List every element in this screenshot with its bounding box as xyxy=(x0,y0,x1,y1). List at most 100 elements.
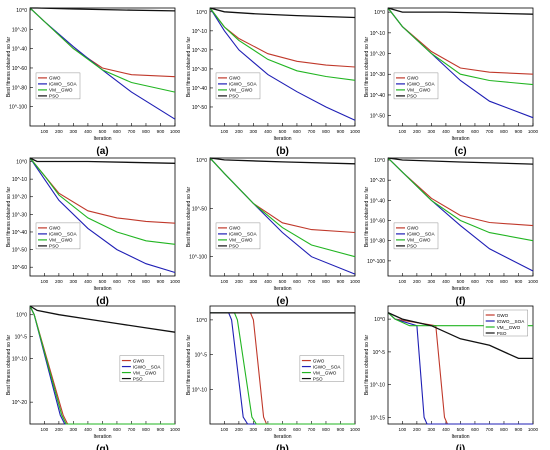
x-tick-label: 500 xyxy=(279,279,287,284)
legend-box xyxy=(299,355,345,382)
legend-entry: IGWO__SOA xyxy=(229,82,258,87)
legend-entry: IGWO__SOA xyxy=(229,232,258,237)
panel-label: (d) xyxy=(96,296,109,307)
x-tick-label: 500 xyxy=(279,129,287,134)
panel-label: (h) xyxy=(276,444,289,450)
x-tick-label: 1000 xyxy=(350,129,361,134)
x-tick-label: 100 xyxy=(41,279,49,284)
chart-panel: 10^0 10^-5 10^-10 10^-15 100 200 300 400 500 600 7… xyxy=(364,305,539,450)
series-line-pso xyxy=(387,7,534,15)
series-line-vm-gwo xyxy=(387,312,533,327)
x-tick-label: 900 xyxy=(337,129,345,134)
series-line-pso xyxy=(29,305,176,333)
x-tick-label: 700 xyxy=(308,279,316,284)
x-tick-label: 900 xyxy=(157,129,165,134)
x-tick-label: 900 xyxy=(157,279,165,284)
legend-entry: PSO xyxy=(49,94,59,99)
y-axis-label: Best fitness obtained so far xyxy=(6,37,12,98)
y-tick-label: 10^-40 xyxy=(370,198,385,204)
y-tick-label: 10^-20 xyxy=(192,48,207,54)
y-tick-label: 10^-60 xyxy=(12,265,27,271)
legend-entry: GWO xyxy=(133,358,145,363)
y-tick-label: 10^-80 xyxy=(370,239,385,245)
legend-entry: GWO xyxy=(229,76,241,81)
x-tick-label: 300 xyxy=(250,129,258,134)
x-tick-label: 800 xyxy=(142,129,150,134)
legend-entry: PSO xyxy=(133,376,143,381)
legend-box xyxy=(35,72,81,100)
x-tick-label: 200 xyxy=(235,427,243,432)
y-axis-label: Best fitness obtained so far xyxy=(6,187,12,248)
panel-label: (g) xyxy=(96,444,109,450)
x-tick-label: 100 xyxy=(221,129,229,134)
series-line-vm-gwo xyxy=(209,7,356,81)
x-tick-label: 700 xyxy=(486,129,494,134)
series-line-pso xyxy=(29,157,176,164)
y-tick-label: 10^-60 xyxy=(370,219,385,225)
legend-entry: IGWO__SOA xyxy=(49,232,78,237)
x-tick-label: 100 xyxy=(399,129,407,134)
plot-area xyxy=(387,7,534,127)
legend-entry: VM__GWO xyxy=(133,370,157,375)
y-tick-label: 10^-50 xyxy=(192,105,207,111)
y-tick-label: 10^-50 xyxy=(12,248,27,254)
x-tick-label: 600 xyxy=(293,427,301,432)
y-tick-label: 10^-30 xyxy=(192,67,207,73)
x-axis-label: Iteration xyxy=(451,286,469,292)
legend-entry: VM__GWO xyxy=(407,88,431,93)
x-tick-label: 700 xyxy=(308,427,316,432)
x-axis-label: Iteration xyxy=(273,434,291,440)
x-tick-label: 100 xyxy=(221,279,229,284)
legend-entry: GWO xyxy=(407,76,419,81)
series-line-igwo-soa xyxy=(29,157,176,274)
y-tick-label: 10^-20 xyxy=(370,178,385,184)
legend-entry: PSO xyxy=(229,94,239,99)
chart-panel: 10^0 10^-10 10^-20 10^-30 10^-40 10^-50 100 200… xyxy=(364,7,539,157)
plot-area xyxy=(387,157,534,277)
x-tick-label: 600 xyxy=(471,129,479,134)
y-tick-label: 10^-10 xyxy=(12,356,27,362)
legend-entry: IGWO__SOA xyxy=(407,232,436,237)
x-axis-label: Iteration xyxy=(93,286,111,292)
legend-entry: PSO xyxy=(407,94,417,99)
series-line-vm-gwo xyxy=(29,157,176,245)
series-line-vm-gwo xyxy=(29,305,175,425)
x-tick-label: 900 xyxy=(515,427,523,432)
plot-area xyxy=(29,7,176,127)
x-tick-label: 600 xyxy=(293,279,301,284)
y-tick-label: 10^-100 xyxy=(367,259,385,265)
legend-entry: PSO xyxy=(407,244,417,249)
y-tick-label: 10^-40 xyxy=(192,86,207,92)
x-tick-label: 400 xyxy=(442,129,450,134)
legend-entry: VM__GWO xyxy=(49,238,73,243)
legend-entry: PSO xyxy=(313,376,323,381)
y-tick-label: 10^-50 xyxy=(192,206,207,212)
legend-entry: VM__GWO xyxy=(49,88,73,93)
plot-area xyxy=(29,157,176,277)
legend-entry: GWO xyxy=(49,226,61,231)
series-line-pso xyxy=(209,7,356,19)
y-tick-label: 10^-40 xyxy=(12,47,27,53)
chart-panel: 10^0 10^-5 10^-10 100 200 300 400 500 600 700 800 9… xyxy=(186,305,361,450)
y-axis-label: Best fitness obtained so far xyxy=(186,187,192,248)
x-tick-label: 600 xyxy=(471,427,479,432)
legend-entry: IGWO__SOA xyxy=(133,364,162,369)
x-axis-label: Iteration xyxy=(451,434,469,440)
x-tick-label: 600 xyxy=(113,279,121,284)
x-tick-label: 700 xyxy=(128,427,136,432)
y-tick-label: 10^-10 xyxy=(12,177,27,183)
x-axis-label: Iteration xyxy=(451,136,469,142)
y-tick-label: 10^0 xyxy=(16,8,27,14)
legend-entry: VM__GWO xyxy=(313,370,337,375)
x-tick-label: 300 xyxy=(70,129,78,134)
x-tick-label: 400 xyxy=(84,427,92,432)
x-tick-label: 1000 xyxy=(528,129,539,134)
series-line-vm-gwo xyxy=(387,7,534,86)
x-tick-label: 400 xyxy=(264,129,272,134)
x-tick-label: 100 xyxy=(221,427,229,432)
